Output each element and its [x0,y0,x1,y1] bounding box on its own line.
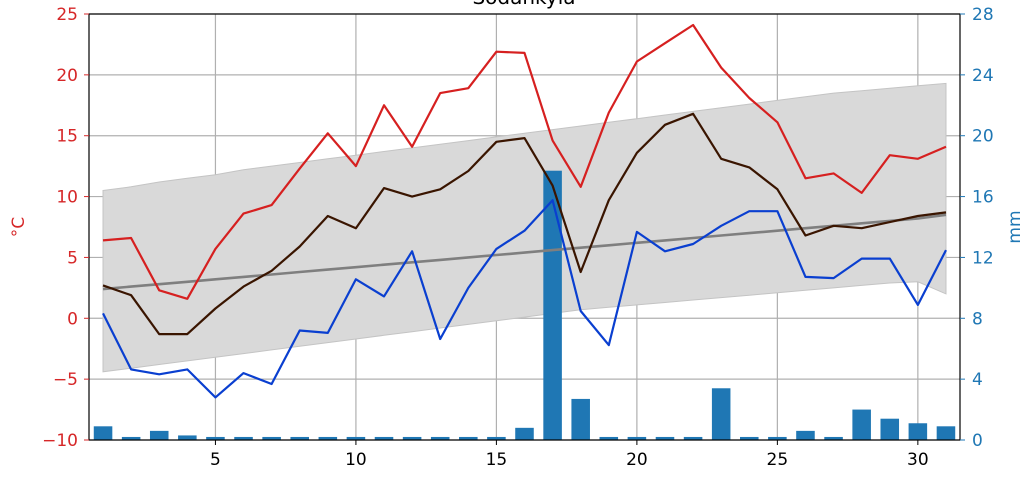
precipitation-bar [290,436,309,440]
left-tick-label: −5 [53,370,78,390]
precipitation-bar [402,436,422,440]
x-tick-label: 30 [907,450,929,470]
x-tick-label: 10 [345,450,367,470]
normal-mean-line [102,213,947,291]
left-tick-label: 0 [67,309,78,329]
x-tick-label: 5 [210,450,221,470]
normal-range-band [102,82,947,373]
precipitation-bar [346,436,366,440]
temperature-lines [102,23,947,399]
chart-title: Sodankylä [472,0,575,9]
left-tick-label: 20 [56,66,78,86]
precipitation-bar [768,436,787,440]
precipitation-bar [543,170,562,440]
right-tick-label: 24 [972,66,994,86]
precipitation-bar [936,426,956,440]
x-axis-ticks: 5 10 15 20 25 30 [210,440,929,470]
precipitation-bar [880,418,900,440]
precipitation-bar [683,436,703,440]
right-axis-label: mm [1005,210,1025,243]
precipitation-bar [627,436,647,440]
precipitation-bar [374,436,394,440]
right-tick-label: 8 [972,309,983,329]
precipitation-bar [178,435,197,440]
right-axis-ticks: 0 4 8 12 16 20 24 28 [960,5,994,451]
x-tick-label: 25 [767,450,789,470]
mean-temp-line [102,112,947,336]
right-tick-label: 4 [972,370,983,390]
right-tick-label: 28 [972,5,994,25]
left-tick-label: 25 [56,5,78,25]
precipitation-bar [430,436,450,440]
left-tick-label: 15 [56,127,78,147]
right-tick-label: 20 [972,127,994,147]
precipitation-bar [121,436,141,440]
precipitation-bar [318,436,338,440]
precipitation-bar [655,436,675,440]
left-tick-label: 5 [67,248,78,268]
right-tick-label: 12 [972,248,994,268]
x-tick-label: 15 [486,450,508,470]
precipitation-bar [824,436,843,440]
normal-range-area [102,82,947,373]
precipitation-bar [740,436,759,440]
x-tick-label: 20 [626,450,648,470]
precipitation-bar [515,427,534,440]
precipitation-bar [206,436,225,440]
right-tick-label: 0 [972,431,983,451]
left-axis-label: °C [9,217,29,237]
precipitation-bars [93,170,956,440]
precipitation-bar [487,436,506,440]
max-temp-line [102,23,947,300]
precipitation-bar [234,436,253,440]
precipitation-bar [908,423,928,440]
precipitation-bar [93,426,113,440]
plot-frame [88,13,961,441]
precipitation-bar [262,436,281,440]
precipitation-bar [571,398,590,440]
left-tick-label: −10 [42,431,78,451]
right-tick-label: 16 [972,188,994,208]
precipitation-bar [796,430,815,440]
precipitation-bar [149,430,169,440]
left-axis-ticks: −10 −5 0 5 10 15 20 25 [42,5,89,451]
precipitation-bar [852,409,871,440]
min-temp-line [102,199,947,399]
precipitation-bar [711,388,731,440]
left-tick-label: 10 [56,188,78,208]
precipitation-bar [599,436,619,440]
precipitation-bar [459,436,478,440]
